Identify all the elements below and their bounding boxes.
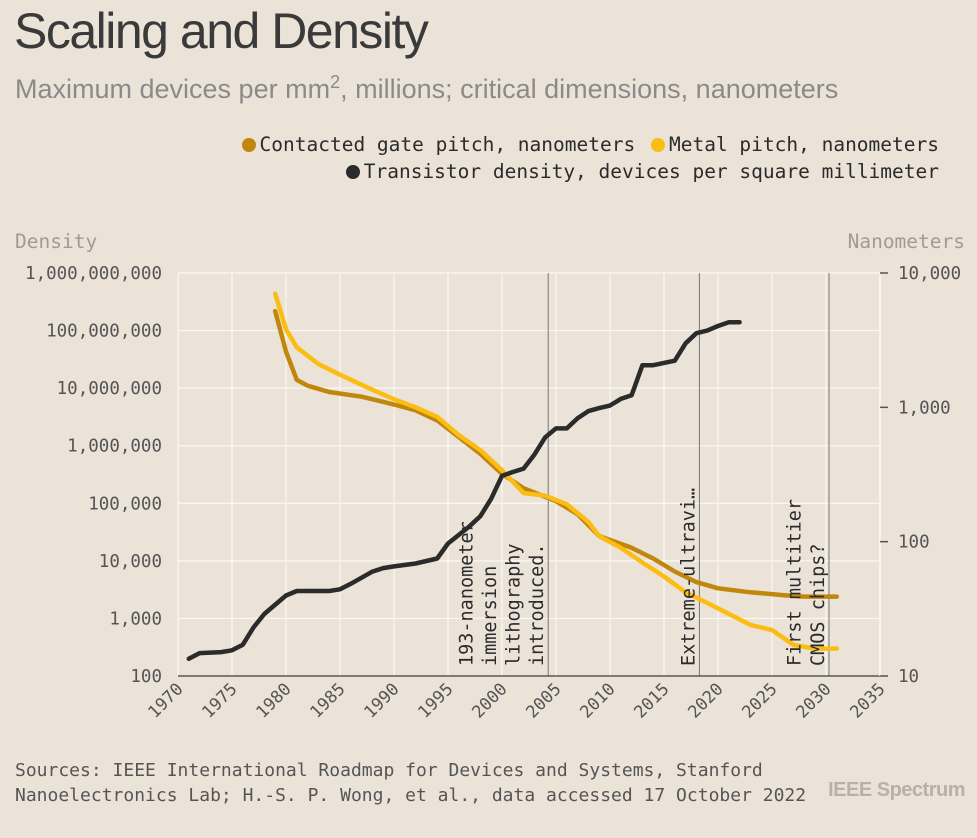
subtitle-superscript: 2 <box>330 72 341 92</box>
right-axis-title: Nanometers <box>848 230 965 253</box>
left-tick-label: 100,000 <box>88 494 162 514</box>
x-tick-label: 2010 <box>576 679 619 722</box>
x-tick-label: 2020 <box>684 679 727 722</box>
x-tick-label: 1980 <box>252 679 295 722</box>
x-tick-label: 2005 <box>522 679 565 722</box>
series-line-0 <box>272 308 840 599</box>
x-tick-label: 2030 <box>792 679 835 722</box>
annotation-label: lithography <box>504 543 525 666</box>
x-tick-label: 2015 <box>630 679 673 722</box>
right-tick-label: 100 <box>898 533 930 553</box>
annotation-label: 193-nanometer <box>457 521 478 666</box>
x-tick-label: 1985 <box>306 679 349 722</box>
left-tick-label: 100 <box>130 667 162 687</box>
left-axis-title: Density <box>15 230 97 253</box>
left-tick-label: 1,000,000,000 <box>25 264 162 284</box>
legend-label: Transistor density, devices per square m… <box>363 160 939 183</box>
series-line-2 <box>186 319 742 661</box>
x-tick-label: 2000 <box>468 679 511 722</box>
subtitle-main: Maximum devices per mm <box>15 74 331 104</box>
annotation-label: CMOS chips? <box>808 543 829 666</box>
chart-legend: Contacted gate pitch, nanometers Metal p… <box>238 131 939 185</box>
left-tick-label: 1,000 <box>109 609 162 629</box>
chart-subtitle: Maximum devices per mm2, millions; criti… <box>15 72 838 105</box>
left-tick-label: 10,000 <box>99 552 162 572</box>
legend-dot-icon <box>241 138 256 152</box>
annotation-label: immersion <box>480 566 501 666</box>
chart-title: Scaling and Density <box>14 3 429 59</box>
left-tick-label: 1,000,000 <box>67 437 162 457</box>
right-tick-label: 1,000 <box>898 398 951 418</box>
left-tick-label: 10,000,000 <box>57 379 162 399</box>
x-tick-label: 1990 <box>360 679 403 722</box>
legend-item-transistor-density: Transistor density, devices per square m… <box>345 158 939 185</box>
legend-label: Contacted gate pitch, nanometers <box>259 133 636 156</box>
left-tick-label: 100,000,000 <box>46 322 162 342</box>
x-tick-label: 2025 <box>738 679 781 722</box>
annotation-label: Extreme-ultravi… <box>678 488 699 666</box>
subtitle-rest: , millions; critical dimensions, nanomet… <box>340 74 839 104</box>
x-tick-label: 1995 <box>414 679 457 722</box>
series-line-1 <box>272 291 840 651</box>
annotation-label: First multitier <box>785 499 806 666</box>
x-tick-label: 2035 <box>846 679 889 722</box>
legend-label: Metal pitch, nanometers <box>668 133 939 156</box>
x-tick-label: 1975 <box>198 679 241 722</box>
legend-dot-icon <box>345 165 360 179</box>
legend-dot-icon <box>650 138 665 152</box>
source-note: Sources: IEEE International Roadmap for … <box>15 760 807 806</box>
legend-item-metal-pitch: Metal pitch, nanometers <box>650 131 939 158</box>
right-tick-label: 10,000 <box>898 264 961 284</box>
brand-logo: IEEE Spectrum <box>828 779 965 801</box>
legend-item-gate-pitch: Contacted gate pitch, nanometers <box>241 131 636 158</box>
right-tick-label: 10 <box>898 667 919 687</box>
annotation-label: introduced. <box>527 543 548 666</box>
